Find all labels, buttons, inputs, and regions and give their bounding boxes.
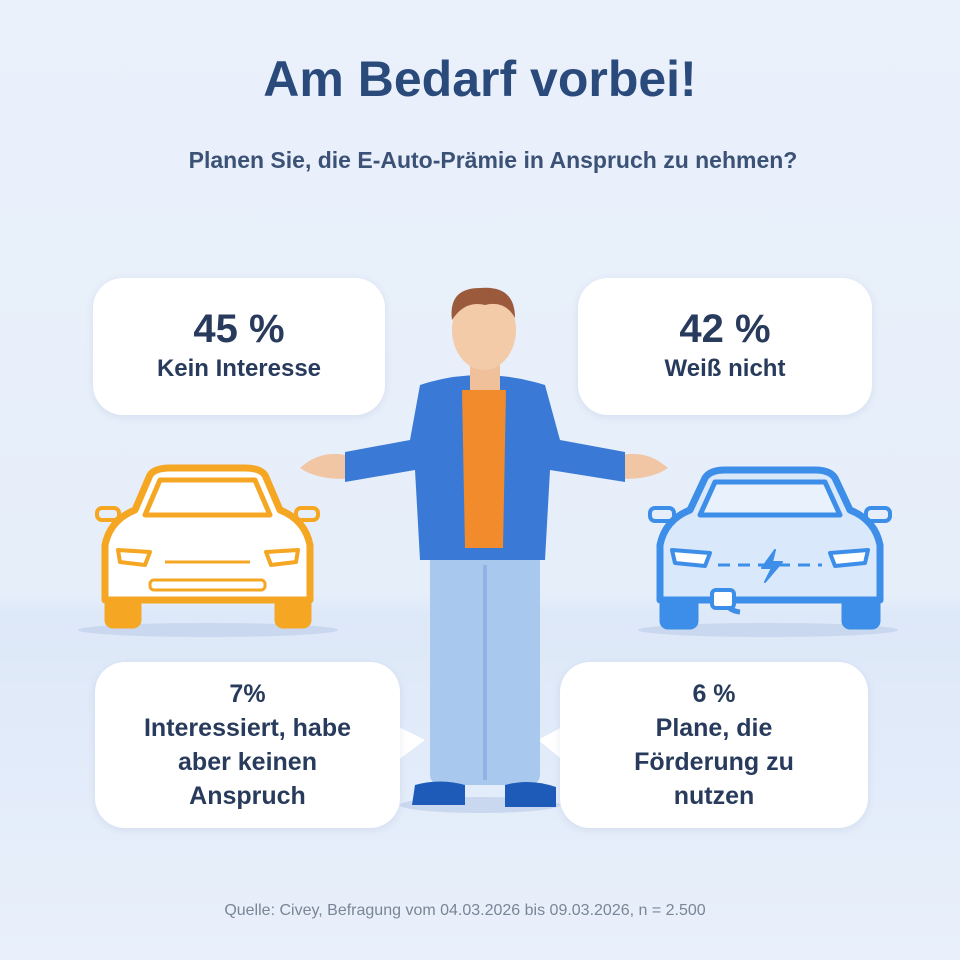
subtitle: Planen Sie, die E-Auto-Prämie in Anspruc… <box>188 147 798 173</box>
percentage: 6 % <box>692 680 736 708</box>
answer: Plane, die Förderung zu nutzen <box>634 714 794 810</box>
answer: Weiß nicht <box>664 355 786 382</box>
percentage: 7% <box>229 680 266 708</box>
percentage: 45 % <box>193 307 285 351</box>
source: Quelle: Civey, Befragung vom 04.03.2026 … <box>224 902 706 919</box>
answer: Interessiert, habe aber keinen Anspruch <box>143 714 352 810</box>
bubble: 45 % Kein Interesse <box>93 278 385 415</box>
shadow <box>638 623 898 637</box>
title: Am Bedarf vorbei! <box>263 51 697 107</box>
car-left <box>95 464 320 629</box>
person <box>300 287 668 807</box>
bubble: 7% Interessiert, habe aber keinen Anspru… <box>95 662 400 828</box>
shadow <box>78 623 338 637</box>
bubble: 42 % Weiß nicht <box>578 278 872 415</box>
car-right <box>648 466 892 630</box>
percentage: 42 % <box>679 307 771 351</box>
answer: Kein Interesse <box>156 355 322 382</box>
bubble: 6 % Plane, die Förderung zu nutzen <box>560 662 868 828</box>
